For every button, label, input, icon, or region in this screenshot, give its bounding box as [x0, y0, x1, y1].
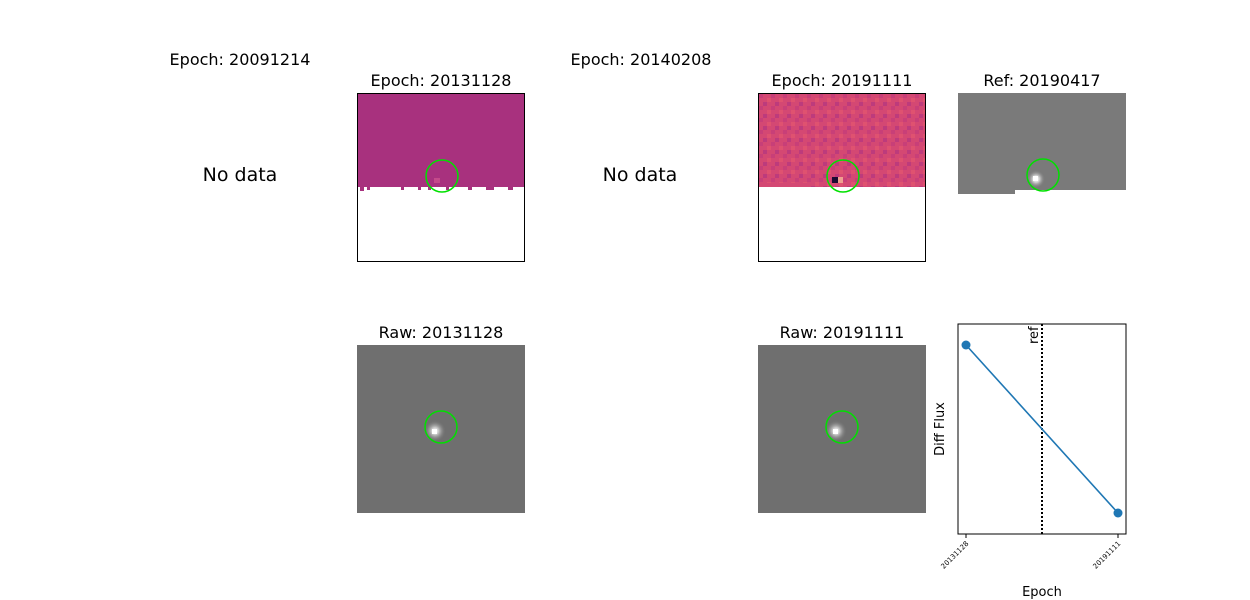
ref-label: ref — [1027, 326, 1042, 344]
edge-pixel — [486, 187, 494, 190]
dark-pixel — [832, 177, 838, 183]
target-circle — [424, 410, 458, 444]
raw1-cutout — [357, 345, 525, 513]
y-axis-label: Diff Flux — [933, 402, 948, 456]
gray-region-left — [958, 190, 1015, 194]
edge-pixel — [508, 187, 513, 190]
pink-region — [759, 94, 925, 187]
edge-pixel — [360, 187, 364, 191]
target-circle — [425, 159, 459, 193]
target-circle — [825, 410, 859, 444]
edge-pixel — [428, 187, 431, 190]
target-circle — [826, 159, 860, 193]
edge-pixel — [446, 187, 449, 190]
epoch4-cutout — [758, 93, 926, 262]
star-core — [1033, 176, 1038, 181]
edge-pixel — [367, 187, 370, 190]
light-curve-chart: ref 20131128 20191111 Diff Flux Epoch — [933, 323, 1127, 600]
ref-cutout-image — [958, 93, 1126, 194]
epoch2-cutout — [357, 93, 525, 262]
x-tick-label: 20131128 — [940, 540, 971, 571]
epoch1-title: Epoch: 20091214 — [169, 50, 311, 69]
raw2-cutout — [758, 345, 926, 513]
star-core — [833, 429, 838, 434]
ref-title: Ref: 20190417 — [983, 71, 1101, 90]
source-pixel — [434, 178, 440, 183]
star-core — [432, 429, 437, 434]
x-tick-label: 20191111 — [1092, 540, 1123, 571]
epoch1-no-data: No data — [202, 164, 278, 186]
epoch4-title: Epoch: 20191111 — [771, 71, 913, 90]
epoch4-cutout-image — [759, 94, 925, 193]
target-circle — [1026, 158, 1060, 192]
x-axis-label: Epoch — [1022, 585, 1062, 600]
edge-pixel — [401, 187, 404, 190]
raw1-cutout-image — [357, 345, 525, 513]
epoch2-title: Epoch: 20131128 — [370, 71, 512, 90]
data-point — [961, 340, 971, 350]
epoch3-no-data: No data — [602, 164, 678, 186]
edge-pixel — [468, 187, 472, 190]
edge-pixel — [418, 187, 421, 190]
raw2-title: Raw: 20191111 — [779, 323, 905, 342]
edge-strip — [759, 183, 808, 187]
magenta-region — [358, 94, 524, 187]
raw1-title: Raw: 20131128 — [378, 323, 504, 342]
epoch2-cutout-image — [358, 94, 524, 193]
ref-cutout — [958, 93, 1126, 262]
data-point — [1113, 508, 1123, 518]
raw2-cutout-image — [758, 345, 926, 513]
series-line — [965, 344, 1119, 514]
bright-pixel — [838, 177, 843, 183]
epoch3-title: Epoch: 20140208 — [570, 50, 712, 69]
